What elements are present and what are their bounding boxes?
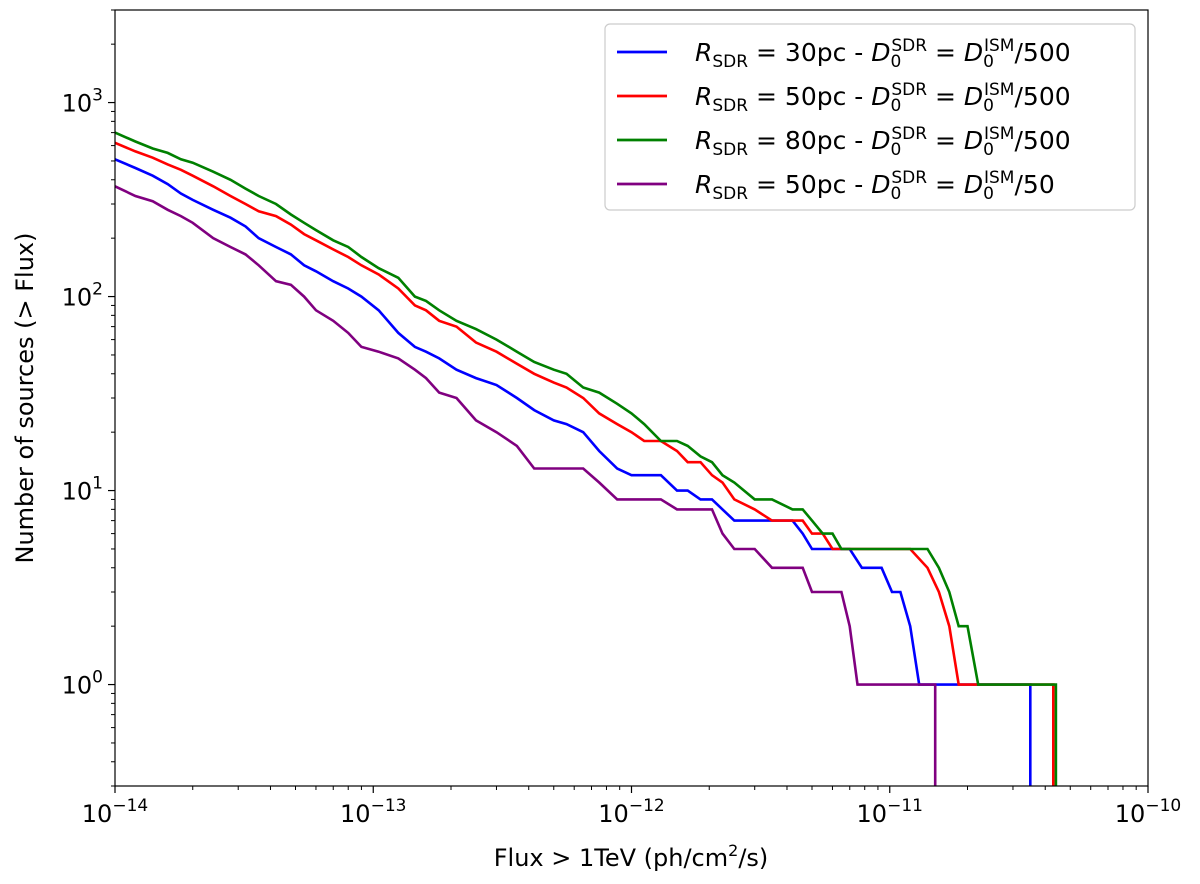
series-line-4 bbox=[114, 185, 937, 786]
axis-ticks: 10−14 10−13 10−12 10−11 10−10 100 101 102 103 bbox=[62, 9, 1181, 828]
x-tick-label-4: 10−11 bbox=[857, 796, 923, 828]
y-tick-label-1: 100 bbox=[62, 668, 103, 700]
y-tick-label-3: 102 bbox=[62, 280, 103, 312]
x-tick-label-5: 10−10 bbox=[1115, 796, 1181, 828]
x-axis-label: Flux > 1TeV (ph/cm2/s) bbox=[494, 841, 769, 872]
series-lines bbox=[114, 131, 1058, 786]
series-line-3 bbox=[114, 131, 1058, 786]
y-tick-label-2: 101 bbox=[62, 474, 103, 506]
legend: RSDR = 30pc - D0SDR = D0ISM/500 RSDR = 50… bbox=[604, 23, 1136, 211]
x-axis-label-sup: 2 bbox=[728, 841, 738, 860]
x-tick-label-2: 10−13 bbox=[340, 796, 406, 828]
legend-label-3: RSDR = 80pc - D0SDR = D0ISM/500 bbox=[695, 124, 1071, 160]
series-line-1 bbox=[114, 158, 1032, 786]
y-tick-label-4: 103 bbox=[62, 86, 103, 118]
legend-box bbox=[604, 23, 1136, 211]
legend-label-2: RSDR = 50pc - D0SDR = D0ISM/500 bbox=[695, 80, 1071, 116]
legend-label-4: RSDR = 50pc - D0SDR = D0ISM/50 bbox=[695, 168, 1055, 204]
y-axis-label: Number of sources (> Flux) bbox=[11, 233, 39, 564]
x-axis-label-prefix: Flux > 1TeV (ph/cm bbox=[494, 844, 728, 872]
x-axis-label-suffix: /s) bbox=[738, 844, 768, 872]
series-line-2 bbox=[114, 141, 1055, 786]
x-tick-label-1: 10−14 bbox=[82, 796, 148, 828]
legend-label-1: RSDR = 30pc - D0SDR = D0ISM/500 bbox=[695, 36, 1071, 72]
x-tick-label-3: 10−12 bbox=[598, 796, 664, 828]
